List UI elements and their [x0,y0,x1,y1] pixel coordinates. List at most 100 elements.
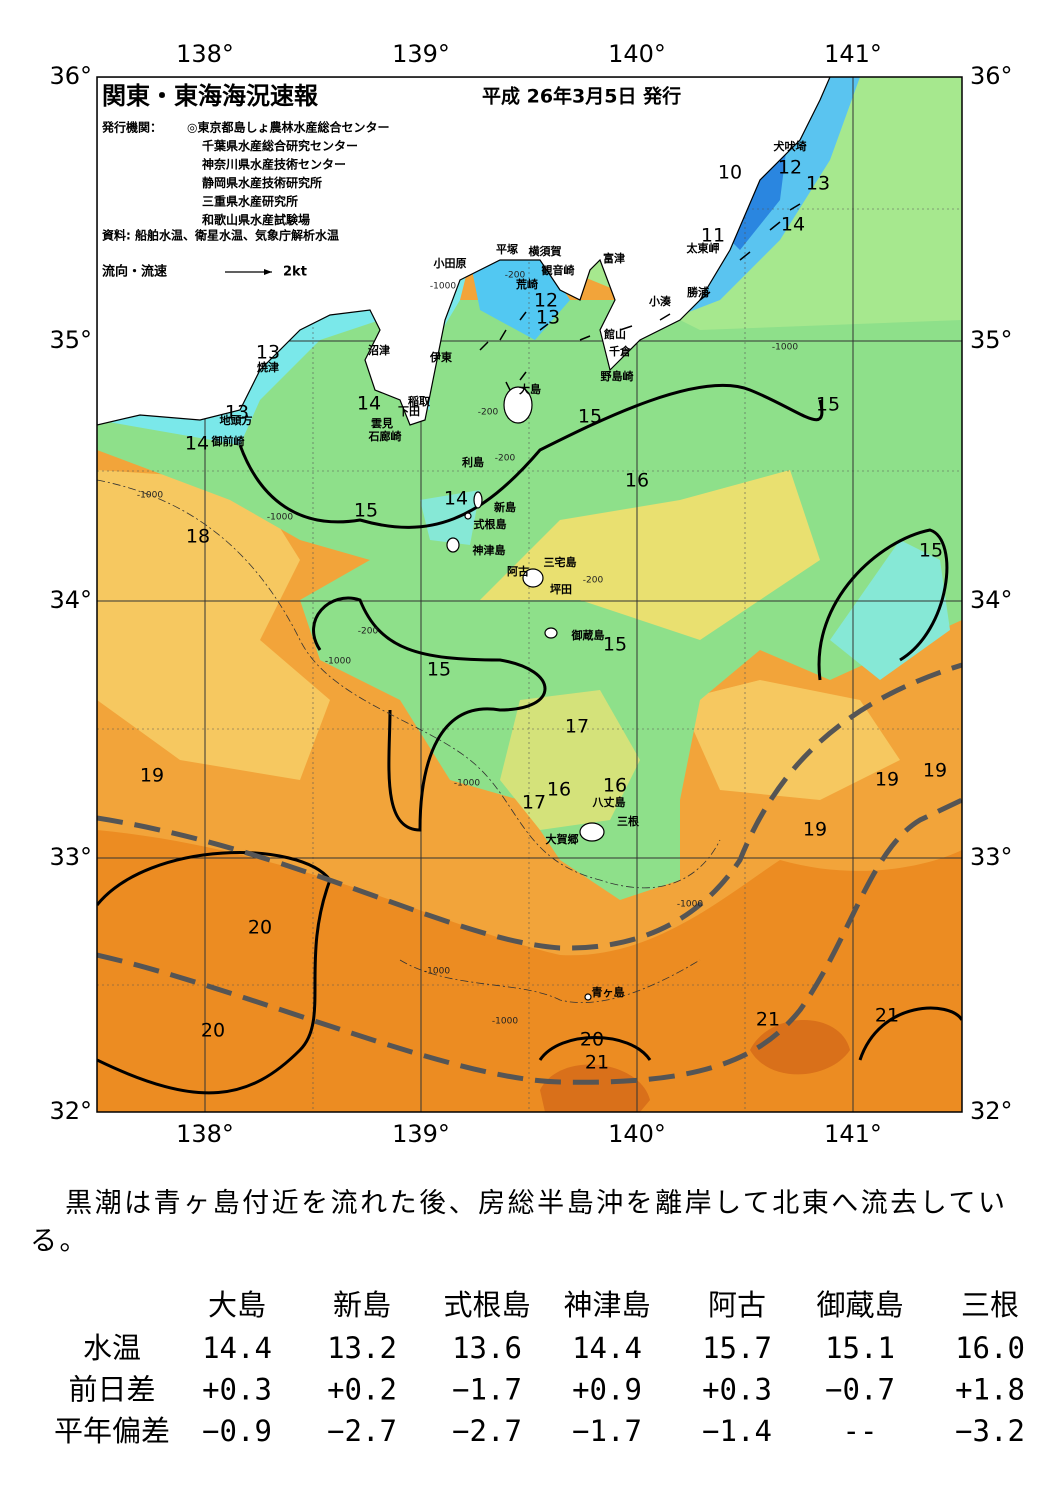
major-grid [97,77,962,1112]
place-name: 阿古 [507,564,529,578]
isotherm-label: 13 [225,402,249,424]
flow-arrows [479,203,801,391]
isotherm-label: 13 [256,342,280,364]
place-name: 館山 [603,327,626,341]
depth-label: -1000 [677,900,703,910]
isotherm-label: 19 [923,760,947,782]
depth-label: -1000 [424,967,450,977]
table-cell: 14.4 [202,1331,272,1365]
place-name: 焼津 [257,360,279,374]
isotherm-label: 15 [919,540,943,562]
lat-label: 35° [970,326,1013,354]
isotherm-label: 10 [718,162,742,184]
row-label: 水温 [83,1331,141,1365]
depth-label: -1000 [454,779,480,789]
place-name: 観音崎 [542,263,575,277]
place-name: 小湊 [648,294,671,308]
place-name: 沼津 [368,343,390,357]
table-cell: −1.7 [572,1414,642,1448]
summary-box: 黒潮は青ヶ島付近を流れた後、房総半島沖を離岸して北東へ流去している。 [30,1188,1005,1257]
isotherm-label: 12 [534,290,558,312]
lon-label: 138° [176,40,234,68]
lat-label: 33° [49,843,92,871]
table-cell: −0.7 [825,1373,895,1407]
depth-label: -200 [583,576,604,586]
isotherm-label: 16 [625,470,649,492]
place-name: 三宅島 [544,555,577,569]
table-header: 式根島 [443,1288,530,1322]
place-name: 荒崎 [515,277,538,291]
place-name: 大賀郷 [546,832,579,846]
table-cell: +0.9 [572,1373,642,1407]
lat-label: 34° [49,586,92,614]
isotherm-label: 15 [427,659,451,681]
isotherm-label: 14 [781,214,805,236]
place-name: 地頭方 [220,413,253,427]
lon-label: 140° [608,40,666,68]
title: 関東・東海海況速報 [102,82,319,110]
row-label: 平年偏差 [54,1414,170,1448]
land [97,77,831,426]
place-name: 御蔵島 [571,628,605,642]
table-cell: +1.8 [955,1373,1025,1407]
isotherm-label: 21 [875,1005,899,1027]
lat-label: 36° [49,62,92,90]
depth-label: -200 [478,408,499,418]
lon-label: 141° [824,40,882,68]
publisher: 神奈川県水産技術センター [202,157,346,172]
date: 平成 26年3月5日 発行 [482,85,681,108]
place-name: 石廊崎 [368,429,402,443]
table-cell: 14.4 [572,1331,642,1365]
place-name: 神津島 [473,543,506,557]
lon-label: 138° [176,1120,234,1148]
table-header: 大島 [208,1288,266,1322]
isotherm-label: 19 [140,765,164,787]
place-name: 利島 [462,455,484,469]
lon-label: 139° [392,1120,450,1148]
place-name: 富津 [603,251,625,265]
table-cell: +0.3 [202,1373,272,1407]
table-cell: −1.4 [702,1414,772,1448]
depth-label: -1000 [430,282,456,292]
isotherm-label: 14 [444,488,468,510]
isotherm-label: 20 [580,1029,604,1051]
lat-label: 34° [970,586,1013,614]
table-cell: +0.3 [702,1373,772,1407]
isotherm-label: 12 [778,157,802,179]
isotherm-label: 15 [578,406,602,428]
place-name: 御前崎 [211,434,245,448]
place-name: 雲見 [371,417,393,430]
row-label: 前日差 [68,1373,155,1407]
place-name: 横須賀 [529,244,562,258]
publisher: 千葉県水産総合研究センター [202,138,358,153]
place-name: 青ヶ島 [592,985,625,999]
table-cell: −1.7 [452,1373,522,1407]
lon-label: 140° [608,1120,666,1148]
isotherm-label: 15 [603,634,627,656]
isotherm-label: 17 [522,792,546,814]
table-header: 神津島 [563,1288,650,1322]
sources: 資料: 船舶水温、衛星水温、気象庁解析水温 [102,228,339,243]
isotherm-label: 11 [701,225,725,247]
lat-label: 32° [970,1097,1013,1125]
lat-label: 32° [49,1097,92,1125]
lat-label: 33° [970,843,1013,871]
place-name: 三根 [617,814,640,828]
depth-label: -1000 [492,1017,518,1027]
flow-scale-head [264,269,272,275]
lon-label: 139° [392,40,450,68]
table-cell: 15.1 [825,1331,895,1365]
table-cell: 13.2 [327,1331,397,1365]
table-cell: 16.0 [955,1331,1025,1365]
place-name: 式根島 [474,517,507,531]
table-cell: −2.7 [452,1414,522,1448]
place-name: 新島 [494,500,516,514]
isotherm-label: 13 [806,173,830,195]
place-name: 勝浦 [687,285,709,299]
lon-label: 141° [824,1120,882,1148]
isotherm-label: 19 [803,819,827,841]
isotherms [97,384,962,1095]
isotherm-label: 20 [201,1020,225,1042]
